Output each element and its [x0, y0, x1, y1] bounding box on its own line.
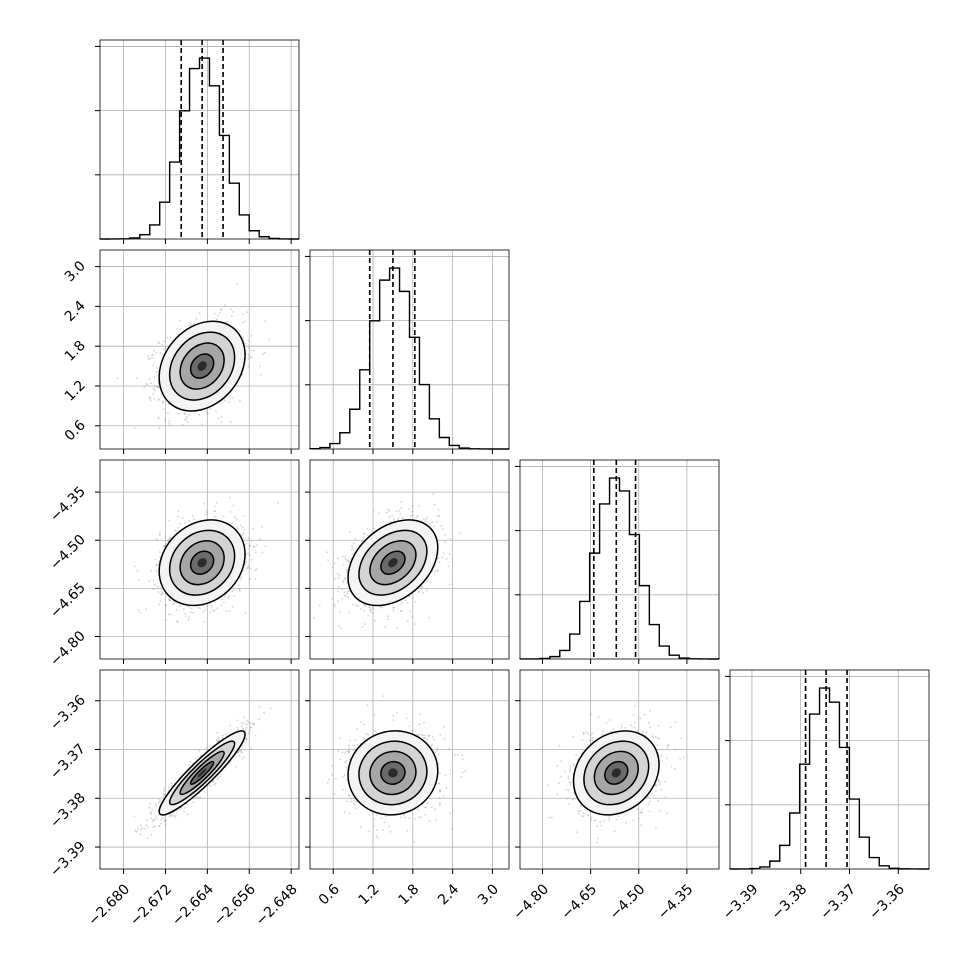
panel-content	[313, 493, 461, 630]
contour-2	[179, 342, 225, 390]
contour-0	[572, 730, 660, 816]
contour-3	[380, 550, 406, 575]
contour-1	[358, 740, 428, 806]
panel-frame	[309, 669, 510, 870]
scatter-panel-3-0	[95, 669, 300, 874]
x-tick-label: −4.35	[655, 881, 697, 923]
x-tick-label: −2.680	[85, 881, 133, 929]
panel-frame	[99, 459, 300, 660]
scatter-panel-3-2	[515, 669, 720, 874]
contour-3	[189, 353, 215, 379]
x-tick-label: −3.39	[720, 881, 762, 923]
panel-frame	[519, 459, 720, 660]
scatter-panel-3-1	[305, 669, 510, 874]
hist-panel-1	[305, 249, 510, 454]
contour-2	[369, 540, 417, 586]
contour-1	[583, 740, 650, 806]
panel-frame	[729, 669, 930, 870]
contour-2	[369, 750, 417, 796]
scatter-panel-1-0	[95, 249, 300, 454]
x-tick-label: −3.37	[817, 881, 859, 923]
y-tick-label: 1.8	[62, 338, 89, 365]
panel-content	[116, 283, 271, 430]
x-tick-label: −2.672	[127, 881, 175, 929]
density-level-4	[197, 558, 207, 568]
histogram-3	[729, 687, 930, 870]
density-level-4	[197, 768, 207, 778]
y-tick-label: −4.35	[47, 484, 89, 526]
contour-0	[158, 519, 246, 607]
hist-panel-0	[95, 39, 300, 244]
x-tick-label: −2.656	[211, 881, 259, 929]
panel-frame	[99, 669, 300, 870]
x-tick-label: 1.8	[395, 881, 422, 908]
x-tick-label: 2.4	[435, 881, 462, 908]
panel-content	[134, 496, 279, 623]
contour-1	[358, 529, 428, 596]
hist-panel-2	[515, 459, 720, 664]
panel-content	[133, 705, 272, 839]
y-tick-label: 1.2	[62, 377, 89, 404]
scatter-panel-2-1	[305, 459, 510, 664]
density-level-4	[388, 768, 398, 778]
x-tick-label: −4.80	[510, 881, 552, 923]
histogram-0	[99, 57, 300, 240]
density-level-4	[611, 768, 621, 778]
x-tick-label: −2.648	[253, 881, 301, 929]
panel-frame	[99, 249, 300, 450]
contour-2	[179, 540, 225, 586]
y-tick-label: −3.39	[47, 839, 89, 881]
panel-frame	[99, 39, 300, 240]
density-level-4	[197, 361, 207, 371]
contour-3	[380, 760, 406, 785]
x-tick-label: −2.664	[169, 881, 217, 929]
y-tick-label: −4.80	[47, 628, 89, 670]
hist-panel-3	[725, 669, 930, 874]
panel-content	[547, 704, 685, 844]
x-tick-label: −4.65	[559, 881, 601, 923]
contour-3	[189, 550, 215, 575]
y-tick-label: −4.50	[47, 532, 89, 574]
x-tick-label: 1.2	[356, 881, 383, 908]
panel-frame	[519, 669, 720, 870]
y-tick-label: −4.65	[47, 580, 89, 622]
contour-1	[168, 331, 236, 401]
contour-2	[179, 750, 225, 796]
y-tick-label: −3.37	[47, 741, 89, 783]
contour-3	[189, 760, 215, 785]
contour-2	[593, 750, 639, 796]
y-tick-label: 0.6	[62, 417, 89, 444]
panel-frame	[309, 249, 510, 450]
scatter-panel-2-0	[95, 459, 300, 664]
contour-3	[604, 760, 629, 785]
y-tick-label: −3.36	[47, 692, 89, 734]
histogram-1	[309, 267, 509, 450]
y-tick-label: 3.0	[62, 258, 89, 285]
panel-frame	[309, 459, 510, 660]
contour-0	[347, 730, 439, 816]
contour-1	[168, 529, 236, 596]
x-tick-label: −4.50	[607, 881, 649, 923]
contour-0	[347, 519, 439, 607]
y-tick-label: −3.38	[47, 790, 89, 832]
y-tick-label: 2.4	[62, 298, 89, 325]
x-tick-label: −3.38	[769, 881, 811, 923]
panel-content	[326, 695, 466, 843]
contour-0	[158, 730, 246, 816]
x-tick-label: 3.0	[475, 881, 502, 908]
density-level-4	[388, 558, 398, 568]
histogram-2	[519, 477, 720, 660]
x-tick-label: 0.6	[316, 881, 343, 908]
contour-1	[168, 740, 236, 806]
contour-0	[158, 320, 246, 412]
x-tick-label: −3.36	[866, 881, 908, 923]
